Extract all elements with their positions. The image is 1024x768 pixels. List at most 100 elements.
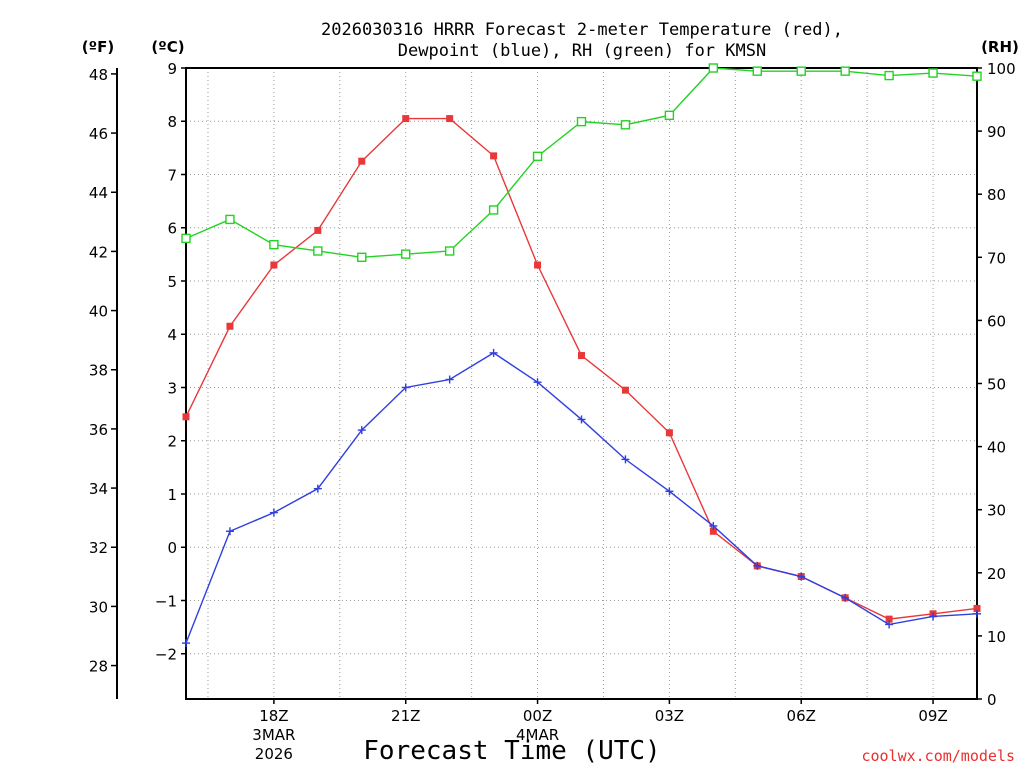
chart-title-line1: 2026030316 HRRR Forecast 2-meter Tempera…	[321, 20, 843, 40]
temperature-point	[885, 615, 893, 623]
rh-point	[488, 205, 499, 215]
rh-unit-label: (RH)	[981, 38, 1019, 56]
celsius-tick-label: −2	[155, 646, 177, 664]
x-tick-label: 03Z	[655, 707, 684, 725]
fahrenheit-tick-label: 30	[89, 598, 108, 616]
rh-tick-label: 90	[987, 123, 1006, 141]
series-layer	[181, 63, 982, 648]
dewpoint-point	[357, 426, 366, 435]
rh-point	[752, 66, 762, 76]
celsius-unit-label: (ºC)	[151, 38, 184, 56]
temperature-point	[973, 604, 981, 612]
rh-point	[840, 66, 850, 76]
celsius-tick-label: 2	[167, 433, 177, 451]
celsius-tick-label: 1	[167, 486, 177, 504]
dewpoint-point	[665, 487, 674, 496]
temperature-point	[402, 115, 410, 123]
rh-tick-label: 0	[987, 691, 997, 709]
fahrenheit-tick-label: 36	[89, 421, 108, 439]
rh-point	[620, 120, 631, 130]
celsius-tick-label: 5	[167, 273, 177, 291]
fahrenheit-tick-label: 44	[89, 184, 108, 202]
rh-tick-label: 30	[987, 502, 1006, 520]
rh-tick-label: 80	[987, 186, 1006, 204]
rh-point	[928, 68, 938, 78]
rh-tick-label: 20	[987, 565, 1006, 583]
rh-point	[708, 63, 719, 73]
x-tick-label: 06Z	[787, 707, 816, 725]
temperature-line	[185, 117, 978, 620]
temperature-point	[446, 115, 454, 123]
rh-point	[796, 66, 806, 76]
rh-tick-label: 100	[987, 60, 1016, 78]
temperature-point	[490, 152, 498, 160]
rh-point	[444, 246, 455, 256]
rh-line	[185, 67, 978, 259]
x-tick-label: 00Z	[523, 707, 552, 725]
fahrenheit-tick-label: 34	[89, 480, 108, 498]
dewpoint-point	[182, 639, 190, 648]
temperature-point	[358, 157, 366, 165]
celsius-tick-label: 8	[167, 113, 177, 131]
x-tick-date-label: 3MAR	[252, 726, 295, 744]
x-tick-label: 18Z	[259, 707, 288, 725]
temperature-point	[665, 429, 673, 437]
dewpoint-point	[709, 521, 718, 530]
celsius-tick-label: 3	[167, 379, 177, 397]
celsius-tick-label: 7	[167, 166, 177, 184]
temperature-point	[709, 527, 717, 535]
rh-point	[269, 239, 279, 250]
x-tick-date-label: 4MAR	[516, 726, 559, 744]
dewpoint-point	[753, 561, 762, 570]
rh-point	[401, 249, 411, 259]
fahrenheit-tick-label: 38	[89, 362, 108, 380]
credit-text: coolwx.com/models	[861, 747, 1015, 765]
dewpoint-point	[621, 455, 630, 464]
fahrenheit-unit-label: (ºF)	[82, 38, 114, 56]
rh-tick-label: 10	[987, 628, 1006, 646]
celsius-tick-label: 9	[167, 60, 177, 78]
rh-tick-label: 40	[987, 439, 1006, 457]
axes-layer: 2830323436384042444648−2−101234567890102…	[89, 60, 1016, 763]
dewpoint-point	[269, 508, 278, 517]
dewpoint-point	[313, 484, 322, 493]
rh-point	[181, 233, 191, 244]
celsius-tick-label: 0	[167, 539, 177, 557]
temperature-point	[578, 352, 585, 360]
dewpoint-point	[973, 609, 981, 618]
celsius-tick-label: −1	[155, 592, 177, 610]
dewpoint-point	[797, 572, 806, 581]
rh-point	[576, 116, 587, 127]
dewpoint-point	[225, 527, 234, 536]
rh-point	[532, 151, 543, 162]
dewpoint-point	[577, 415, 586, 424]
rh-tick-label: 50	[987, 376, 1006, 394]
fahrenheit-tick-label: 48	[89, 66, 108, 84]
celsius-tick-label: 6	[167, 220, 177, 238]
fahrenheit-tick-label: 32	[89, 539, 108, 557]
rh-point	[664, 110, 675, 121]
temperature-point	[621, 386, 629, 394]
rh-point	[313, 246, 323, 256]
fahrenheit-tick-label: 46	[89, 125, 108, 143]
fahrenheit-tick-label: 42	[89, 243, 108, 261]
temperature-point	[534, 261, 542, 269]
rh-point	[225, 214, 235, 225]
temperature-point	[270, 261, 278, 269]
temperature-point	[182, 413, 190, 421]
dewpoint-line	[185, 352, 978, 644]
x-axis-label: Forecast Time (UTC)	[363, 736, 660, 766]
rh-point	[884, 70, 894, 81]
rh-point	[972, 71, 982, 81]
x-tick-label: 21Z	[391, 707, 420, 725]
fahrenheit-tick-label: 28	[89, 658, 108, 676]
rh-tick-label: 70	[987, 249, 1006, 267]
x-tick-year-label: 2026	[255, 745, 293, 763]
dewpoint-point	[489, 348, 498, 357]
dewpoint-point	[929, 612, 938, 621]
temperature-point	[226, 322, 234, 330]
dewpoint-point	[885, 620, 894, 629]
dewpoint-point	[533, 378, 542, 387]
dewpoint-point	[445, 375, 454, 384]
